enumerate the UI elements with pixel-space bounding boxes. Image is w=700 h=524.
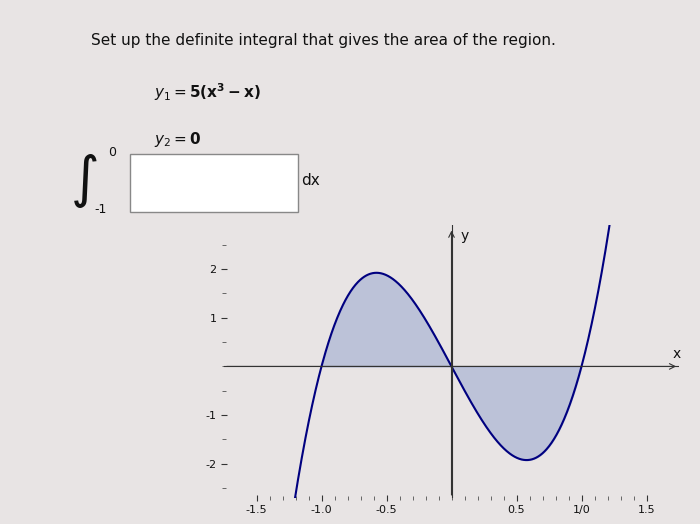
Text: 0: 0 <box>108 146 116 159</box>
Text: y: y <box>461 229 469 243</box>
Text: x: x <box>672 346 680 361</box>
FancyBboxPatch shape <box>130 155 298 212</box>
Text: Set up the definite integral that gives the area of the region.: Set up the definite integral that gives … <box>91 34 556 48</box>
Text: $y_2 = \mathbf{0}$: $y_2 = \mathbf{0}$ <box>154 130 201 149</box>
Text: -1: -1 <box>94 203 107 216</box>
Text: $y_1 = \mathbf{5(x^3 - x)}$: $y_1 = \mathbf{5(x^3 - x)}$ <box>154 82 261 103</box>
Text: dx: dx <box>301 173 320 188</box>
Text: $\int$: $\int$ <box>70 152 97 210</box>
